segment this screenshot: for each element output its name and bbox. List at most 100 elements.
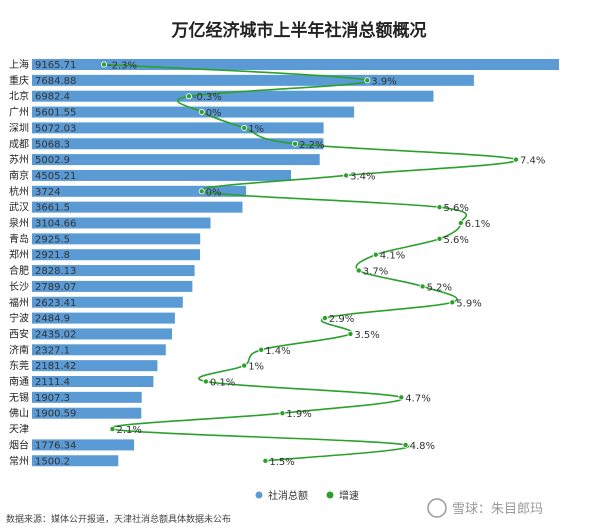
growth-value-label: 1.9% [286, 409, 311, 420]
bar-value-label: 2623.41 [35, 298, 76, 309]
source-note: 数据来源：媒体公开报道，天津社消总额具体数据未公布 [6, 513, 231, 525]
bar [32, 344, 166, 356]
growth-point [109, 426, 116, 433]
growth-point [241, 124, 248, 131]
bar [32, 59, 559, 70]
bar [32, 90, 434, 102]
growth-value-label: 1.5% [269, 457, 294, 468]
growth-value-label: 7.4% [520, 156, 545, 167]
growth-point [436, 204, 443, 211]
growth-point [449, 299, 456, 306]
bar-value-label: 2181.42 [35, 361, 76, 372]
growth-point [398, 394, 405, 401]
growth-value-label: 4.8% [410, 441, 435, 452]
bar [32, 328, 172, 340]
city-label: 成都 [9, 138, 29, 150]
city-label: 苏州 [9, 153, 29, 166]
bar-value-label: 3661.5 [35, 203, 70, 214]
city-label: 青岛 [9, 232, 29, 245]
growth-value-label: 1% [248, 362, 264, 373]
growth-point [343, 172, 350, 179]
growth-value-label: 5.6% [444, 203, 469, 214]
bar [32, 122, 324, 134]
bar [32, 217, 211, 229]
legend-line-marker [326, 491, 334, 499]
legend-bar-label: 社消总额 [268, 489, 308, 502]
growth-point [364, 77, 371, 84]
bar [32, 280, 193, 292]
city-label: 郑州 [9, 248, 29, 261]
bar-value-label: 4505.21 [35, 171, 76, 182]
growth-point [419, 283, 426, 290]
growth-point [347, 330, 354, 337]
watermark-logo-icon [427, 498, 447, 518]
growth-value-label: 5.2% [427, 282, 452, 293]
growth-point [372, 251, 379, 258]
growth-value-label: 1.4% [265, 346, 290, 357]
city-label: 西安 [9, 327, 29, 340]
city-label: 武汉 [9, 201, 29, 214]
growth-value-label: -0.3% [193, 92, 222, 103]
city-label: 重庆 [9, 74, 29, 87]
growth-point [436, 235, 443, 242]
city-label: 宁波 [9, 312, 29, 325]
bars-layer: 上海 9165.71 重庆 7684.88 北京 6982.4 广州 5601.55 深圳 507… [9, 58, 559, 467]
bar-value-label: 2327.1 [35, 345, 70, 356]
growth-point [355, 267, 362, 274]
city-label: 长沙 [9, 281, 29, 293]
bar-value-label: 1907.3 [35, 393, 70, 404]
growth-value-label: 2.1% [117, 425, 142, 436]
bar-value-label: 9165.71 [35, 60, 76, 71]
growth-point [241, 362, 248, 369]
growth-value-label: 5.9% [456, 298, 481, 309]
growth-point [202, 378, 209, 385]
bar [32, 376, 154, 387]
bar-value-label: 5068.3 [35, 139, 70, 150]
city-label: 南京 [9, 169, 29, 182]
bar-value-label: 7684.88 [35, 76, 76, 87]
growth-value-label: 6.1% [465, 219, 490, 230]
bar-value-label: 5072.03 [35, 123, 76, 134]
bar-value-label: 6982.4 [35, 92, 70, 103]
city-label: 泉州 [9, 217, 29, 230]
growth-point [292, 140, 299, 147]
growth-point [402, 441, 409, 448]
bar [32, 407, 142, 419]
growth-value-label: 3.4% [350, 171, 375, 182]
bar [32, 312, 175, 324]
city-label: 济南 [9, 343, 29, 356]
city-label: 北京 [9, 90, 29, 103]
growth-point [279, 410, 286, 417]
growth-line-layer: -2.3% 3.9% -0.3% 0% 1% 2.2% 7.4% 3.4% 0% 5.6% 6.1%… [101, 61, 545, 468]
growth-point [262, 457, 269, 464]
city-label: 杭州 [9, 185, 29, 198]
bar-value-label: 3724 [35, 187, 60, 198]
growth-value-label: 2.2% [299, 140, 324, 151]
city-label: 天津 [9, 424, 29, 436]
bar-value-label: 2789.07 [35, 282, 76, 293]
bar-value-label: 2828.13 [35, 266, 76, 277]
watermark-text: 雪球：朱目郎玛 [452, 502, 543, 517]
bar-value-label: 3104.66 [35, 219, 76, 230]
bar [32, 138, 324, 150]
bar [32, 185, 247, 197]
legend-line-label: 增速 [339, 489, 359, 502]
bar-value-label: 5601.55 [35, 108, 76, 119]
city-label: 南通 [9, 375, 29, 388]
growth-point [321, 315, 328, 322]
chart-title: 万亿经济城市上半年社消总额概况 [171, 20, 427, 41]
bar-value-label: 1900.59 [35, 409, 76, 420]
legend-bar-marker [255, 491, 263, 499]
bar-value-label: 1776.34 [35, 440, 76, 451]
growth-value-label: 4.7% [405, 393, 430, 404]
city-label: 福州 [9, 296, 29, 309]
growth-point [198, 109, 205, 116]
growth-value-label: 0% [206, 108, 222, 119]
growth-point [198, 188, 205, 195]
growth-point [185, 93, 192, 100]
growth-value-label: 3.9% [371, 76, 396, 87]
bar [32, 169, 291, 181]
bar [32, 439, 135, 451]
bar [32, 455, 119, 467]
bar [32, 74, 474, 86]
